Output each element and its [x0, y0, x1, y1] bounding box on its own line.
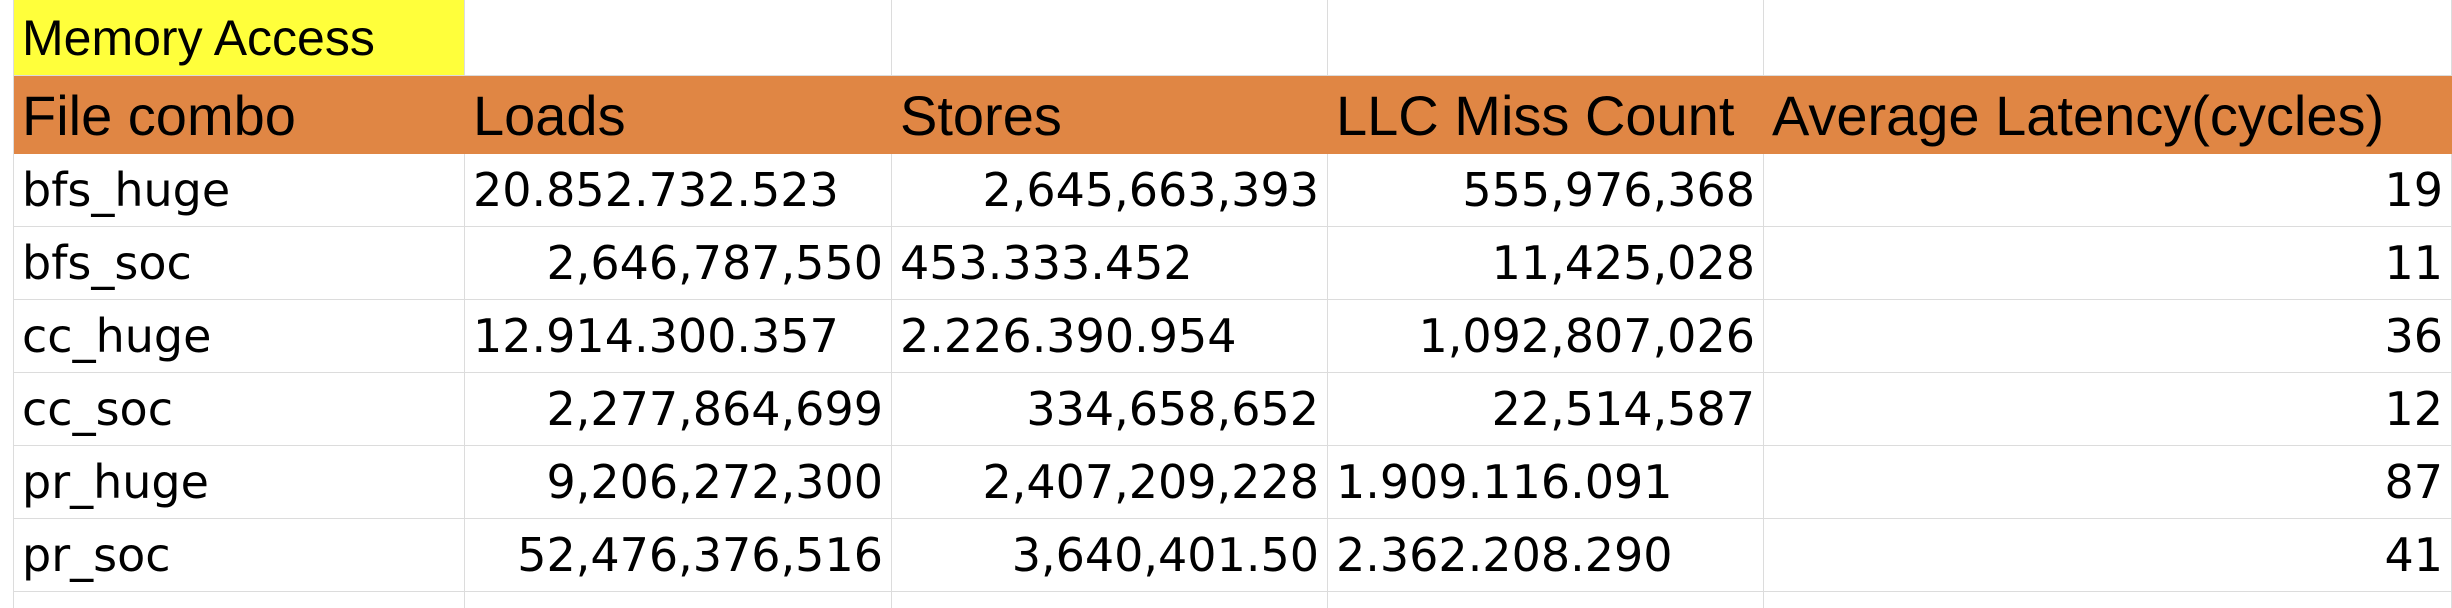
cell-average-latency[interactable]: 19 [1764, 154, 2452, 227]
row-gutter [0, 373, 14, 446]
row-gutter [0, 446, 14, 519]
cell-file-combo[interactable]: cc_soc [14, 373, 465, 446]
empty-cell[interactable] [1764, 0, 2452, 76]
empty-cell[interactable] [465, 0, 892, 76]
empty-cell[interactable] [1328, 0, 1764, 76]
header-file-combo[interactable]: File combo [14, 76, 465, 154]
header-loads[interactable]: Loads [465, 76, 892, 154]
cell-stores[interactable]: 2.226.390.954 [892, 300, 1328, 373]
cell-file-combo[interactable]: pr_huge [14, 446, 465, 519]
cell-average-latency[interactable]: 87 [1764, 446, 2452, 519]
row-gutter [0, 227, 14, 300]
row-gutter [0, 154, 14, 227]
cell-llc-miss-count[interactable]: 1.909.116.091 [1328, 446, 1764, 519]
sheet-title-cell[interactable]: Memory Access [14, 0, 465, 76]
cell-average-latency[interactable]: 12 [1764, 373, 2452, 446]
row-gutter [0, 519, 14, 592]
cell-loads[interactable]: 12.914.300.357 [465, 300, 892, 373]
row-gutter [0, 0, 14, 76]
header-stores[interactable]: Stores [892, 76, 1328, 154]
cell-llc-miss-count[interactable]: 22,514,587 [1328, 373, 1764, 446]
cell-average-latency[interactable]: 41 [1764, 519, 2452, 592]
cell-loads[interactable]: 2,646,787,550 [465, 227, 892, 300]
empty-cell[interactable] [892, 592, 1328, 608]
cell-llc-miss-count[interactable]: 555,976,368 [1328, 154, 1764, 227]
empty-cell[interactable] [892, 0, 1328, 76]
cell-file-combo[interactable]: cc_huge [14, 300, 465, 373]
row-gutter [0, 300, 14, 373]
cell-llc-miss-count[interactable]: 1,092,807,026 [1328, 300, 1764, 373]
cell-stores[interactable]: 334,658,652 [892, 373, 1328, 446]
cell-llc-miss-count[interactable]: 2.362.208.290 [1328, 519, 1764, 592]
cell-loads[interactable]: 2,277,864,699 [465, 373, 892, 446]
row-gutter [0, 592, 14, 608]
cell-average-latency[interactable]: 36 [1764, 300, 2452, 373]
cell-stores[interactable]: 2,645,663,393 [892, 154, 1328, 227]
cell-loads[interactable]: 9,206,272,300 [465, 446, 892, 519]
cell-file-combo[interactable]: bfs_huge [14, 154, 465, 227]
cell-stores[interactable]: 2,407,209,228 [892, 446, 1328, 519]
empty-cell[interactable] [14, 592, 465, 608]
cell-llc-miss-count[interactable]: 11,425,028 [1328, 227, 1764, 300]
cell-loads[interactable]: 20.852.732.523 [465, 154, 892, 227]
cell-loads[interactable]: 52,476,376,516 [465, 519, 892, 592]
row-gutter [0, 76, 14, 154]
cell-file-combo[interactable]: bfs_soc [14, 227, 465, 300]
cell-average-latency[interactable]: 11 [1764, 227, 2452, 300]
empty-cell[interactable] [1328, 592, 1764, 608]
empty-cell[interactable] [465, 592, 892, 608]
cell-stores[interactable]: 3,640,401.50 [892, 519, 1328, 592]
cell-file-combo[interactable]: pr_soc [14, 519, 465, 592]
header-llc-miss-count[interactable]: LLC Miss Count [1328, 76, 1764, 154]
cell-stores[interactable]: 453.333.452 [892, 227, 1328, 300]
empty-cell[interactable] [1764, 592, 2452, 608]
header-average-latency[interactable]: Average Latency(cycles) [1764, 76, 2452, 154]
